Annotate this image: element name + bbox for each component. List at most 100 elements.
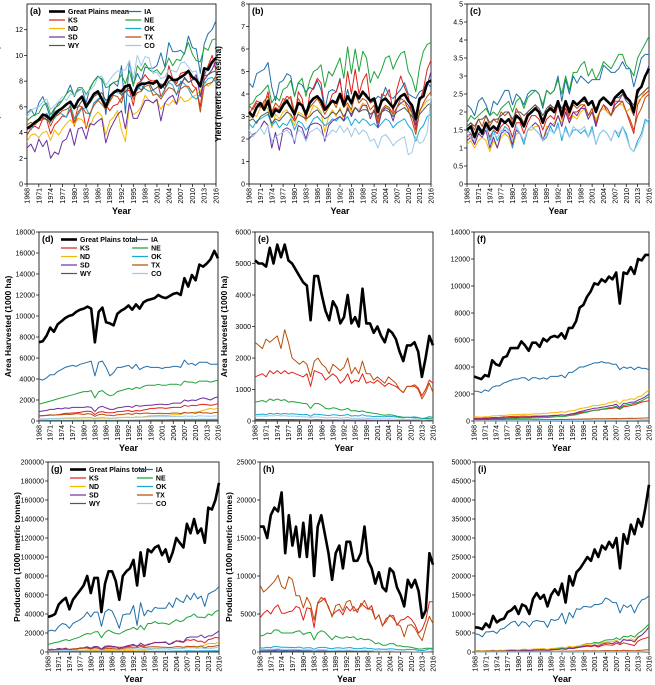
y-tick-label: 3 — [241, 114, 245, 121]
x-tick-label: 1971 — [258, 188, 265, 204]
y-tick-label: 8000 — [19, 335, 35, 342]
x-tick-label: 2016 — [647, 656, 654, 672]
chart-panel-7: 0 20000 40000 60000 80000 100000 120000 140000 1… — [12, 460, 224, 685]
x-tick-label: 1998 — [152, 656, 159, 672]
x-tick-label: 1968 — [247, 188, 254, 204]
legend-item-ne: NE — [132, 246, 161, 253]
y-axis-label: Area Harvested (1000 ha) — [3, 276, 13, 378]
panel-label: (b) — [252, 6, 264, 16]
series-line-ia — [26, 20, 217, 119]
x-tick-label: 1980 — [81, 425, 88, 441]
x-tick-label: 1986 — [315, 188, 322, 204]
legend-label: IA — [151, 237, 158, 244]
x-tick-label: 2004 — [603, 425, 610, 441]
y-tick-label: 1000 — [235, 387, 251, 394]
y-tick-label: 2 — [241, 137, 245, 144]
chart-panel-3: 0 0.5 1 1.5 2 2.5 3 3.5 4 4.5 5 1968 1971 1974 1977 198… — [453, 2, 653, 217]
series-line-total — [260, 491, 435, 620]
x-tick-label: 2001 — [376, 656, 383, 672]
x-tick-label: 1983 — [92, 425, 99, 441]
x-tick-label: 1983 — [527, 656, 534, 672]
series-line-total — [26, 57, 217, 130]
y-tick-label: 5 — [241, 69, 245, 76]
x-tick-label: 2013 — [636, 425, 643, 441]
x-tick-label: 1977 — [60, 188, 67, 204]
x-tick-label: 1998 — [581, 425, 588, 441]
x-tick-label: 2010 — [190, 188, 197, 204]
x-tick-label: 1986 — [104, 425, 111, 441]
y-tick-label: 50000 — [452, 460, 472, 467]
series-line-ne — [254, 398, 434, 419]
x-tick-label: 2013 — [204, 425, 211, 441]
legend-item-ok: OK — [125, 26, 155, 33]
x-tick-label: 1977 — [70, 425, 77, 441]
x-tick-label: 2016 — [647, 425, 654, 441]
legend-item-ks: KS — [49, 18, 78, 25]
series-line-ia — [248, 62, 432, 111]
x-tick-label: 1971 — [483, 656, 490, 672]
series-line-wy — [255, 419, 433, 422]
legend-label: SD — [89, 493, 99, 500]
y-tick-label: 0 — [247, 419, 251, 426]
legend-item-nd: ND — [70, 484, 99, 491]
series-line-wy — [26, 70, 217, 128]
legend-item-ia: IA — [136, 467, 163, 474]
legend-label: Great Plains total — [80, 237, 138, 244]
x-tick-label: 1995 — [355, 656, 362, 672]
y-tick-label: 2000 — [454, 392, 470, 399]
legend-item-ks: KS — [61, 246, 90, 253]
legend-label: ND — [68, 26, 78, 33]
series-line-nd — [474, 389, 650, 418]
legend-label: WY — [80, 271, 92, 278]
x-tick-label: 1989 — [115, 425, 122, 441]
series-line-ia — [47, 586, 220, 632]
x-tick-label: 1980 — [516, 656, 523, 672]
x-tick-label: 2013 — [419, 425, 426, 441]
x-tick-label: 2004 — [386, 425, 393, 441]
legend-label: Great Plains mean — [68, 9, 129, 16]
series-line-ne — [474, 396, 650, 421]
x-tick-label: 1995 — [137, 425, 144, 441]
series-line-co — [254, 414, 433, 421]
x-tick-label: 1998 — [581, 656, 588, 672]
legend-item-tx: TX — [136, 493, 165, 500]
x-tick-label: 2007 — [182, 425, 189, 441]
x-tick-label: 1968 — [473, 656, 480, 672]
y-tick-label: 0 — [19, 182, 23, 189]
y-tick-label: 45000 — [452, 479, 472, 486]
legend-label: CO — [144, 43, 155, 50]
series-line-co — [466, 118, 650, 153]
x-tick-label: 1971 — [476, 188, 483, 204]
y-tick-label: 2 — [19, 156, 23, 163]
legend-item-total: Great Plains mean — [49, 9, 129, 16]
legend-label: NE — [151, 246, 161, 253]
x-tick-label: 2013 — [206, 656, 213, 672]
x-axis-label: Year — [112, 206, 132, 216]
legend-label: CO — [156, 501, 167, 508]
series-line-co — [248, 96, 432, 156]
legend-label: TX — [151, 263, 160, 270]
x-tick-label: 1980 — [510, 188, 517, 204]
y-tick-label: 4 — [459, 38, 463, 45]
x-tick-label: 2007 — [178, 188, 185, 204]
series-line-tx — [254, 329, 434, 400]
x-tick-label: 2013 — [420, 656, 427, 672]
y-tick-label: 6000 — [454, 338, 470, 345]
x-tick-label: 1980 — [292, 188, 299, 204]
x-tick-label: 2010 — [625, 425, 632, 441]
x-tick-label: 1989 — [120, 656, 127, 672]
legend-item-ok: OK — [132, 254, 162, 261]
y-tick-label: 12 — [15, 27, 23, 34]
series-line-sd — [26, 60, 217, 159]
legend-item-tx: TX — [125, 35, 154, 42]
x-tick-label: 1989 — [548, 425, 555, 441]
y-tick-label: 3000 — [235, 324, 251, 331]
x-tick-label: 2013 — [635, 188, 642, 204]
x-tick-label: 2001 — [375, 425, 382, 441]
y-tick-label: 200000 — [21, 460, 44, 467]
legend-label: OK — [156, 484, 167, 491]
x-tick-label: 1995 — [142, 656, 149, 672]
x-tick-label: 1998 — [364, 425, 371, 441]
series-line-co — [38, 415, 219, 420]
x-tick-label: 2010 — [624, 188, 631, 204]
